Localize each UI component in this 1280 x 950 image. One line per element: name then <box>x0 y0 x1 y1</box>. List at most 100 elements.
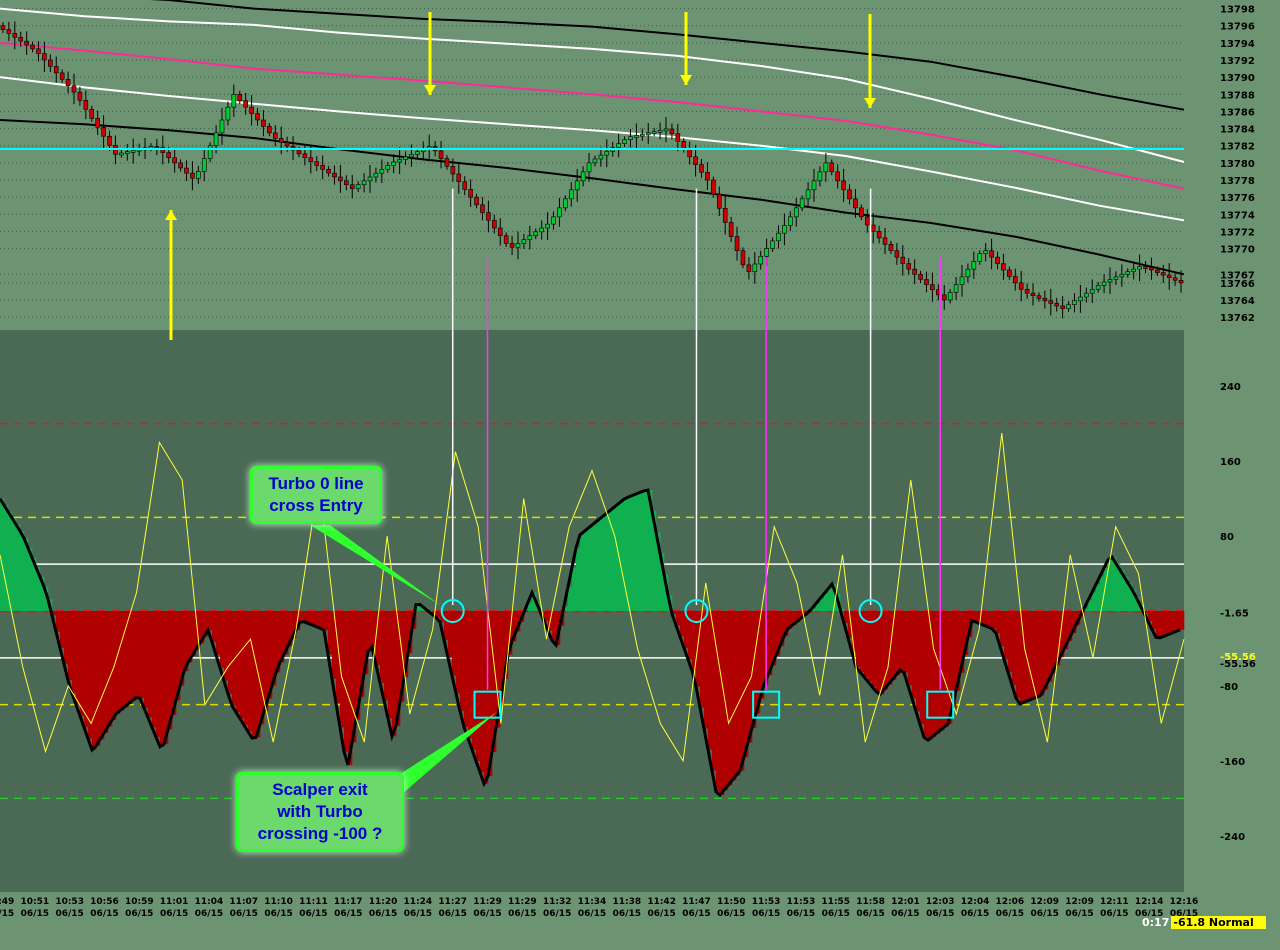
histogram-bar <box>16 524 21 611</box>
histogram-bar <box>748 611 753 743</box>
candle-body <box>604 150 610 156</box>
histogram-bar <box>744 611 749 758</box>
histogram-bar <box>188 611 193 663</box>
candle-body <box>172 157 177 164</box>
histogram-bar <box>944 611 949 728</box>
oscillator-axis: 240 160 80 -1.65 -55.56 -80 -160 -240 <box>1220 382 1256 843</box>
candle-body <box>574 180 580 191</box>
candle-body <box>592 158 598 164</box>
candle-body <box>6 29 12 34</box>
histogram-bar <box>268 611 273 699</box>
histogram-bar <box>252 611 257 739</box>
histogram-bar <box>1100 576 1105 611</box>
histogram-bar <box>776 611 781 656</box>
candle-body <box>338 176 343 182</box>
candle-body <box>42 53 47 61</box>
candle-body <box>12 33 18 38</box>
price-tick-label: 13772 <box>1220 227 1255 238</box>
candle-body <box>1042 297 1048 302</box>
candle-body <box>166 152 172 159</box>
histogram-bar <box>588 528 593 611</box>
histogram-bar <box>948 611 953 724</box>
candle-body <box>681 141 687 150</box>
date-tick-label: 06/15 <box>1065 909 1093 919</box>
histogram-bar <box>392 611 397 737</box>
histogram-bar <box>1000 611 1005 647</box>
histogram-bar <box>304 611 309 622</box>
time-tick-label: 11:24 <box>404 897 433 907</box>
candle-body <box>906 263 912 270</box>
candle-body <box>1072 300 1077 306</box>
date-tick-label: 06/15 <box>439 909 467 919</box>
candle-body <box>124 151 130 155</box>
histogram-bar <box>660 553 665 611</box>
candle-body <box>1149 267 1154 271</box>
oscillator-tick-label: 80 <box>1220 532 1234 543</box>
histogram-bar <box>784 611 789 637</box>
histogram-bar <box>528 602 533 611</box>
time-tick-label: 12:03 <box>926 897 955 907</box>
histogram-bar <box>964 611 969 655</box>
histogram-bar <box>896 611 901 675</box>
entry-circle-marker <box>684 599 709 623</box>
histogram-bar <box>860 611 865 672</box>
histogram-bar <box>316 611 321 627</box>
histogram-bar <box>976 611 981 623</box>
candle-body <box>95 117 100 128</box>
histogram-bar <box>496 611 501 728</box>
time-tick-label: 12:06 <box>996 897 1025 907</box>
candle-body <box>1101 281 1107 286</box>
candle-body <box>65 78 71 87</box>
candle-body <box>746 264 752 273</box>
candle-body <box>1119 273 1125 278</box>
histogram-bar <box>720 611 725 795</box>
histogram-bar <box>492 611 497 752</box>
histogram-bar <box>928 611 933 741</box>
date-tick-label: 06/15 <box>822 909 850 919</box>
histogram-bar <box>828 588 833 611</box>
candle-body <box>882 237 888 245</box>
histogram-bar <box>728 611 733 786</box>
histogram-bar <box>144 611 149 708</box>
candle-body <box>332 172 337 178</box>
status-left: 0:17 <box>1140 915 1172 929</box>
histogram-bar <box>36 567 41 611</box>
time-tick-label: 10:51 <box>20 897 49 907</box>
histogram-bar <box>320 611 325 629</box>
histogram-bar <box>228 611 233 694</box>
candle-body <box>201 158 207 172</box>
histogram-bar <box>92 611 97 750</box>
candle-body <box>645 132 651 136</box>
candle-body <box>1089 288 1095 294</box>
histogram-bar <box>192 611 197 657</box>
histogram-bar <box>1032 611 1037 700</box>
histogram-bar <box>844 611 849 624</box>
candle-body <box>616 143 621 148</box>
candle-body <box>847 189 852 200</box>
date-tick-label: 06/15 <box>891 909 919 919</box>
candle-body <box>184 167 189 174</box>
candle-body <box>267 126 272 134</box>
candle-body <box>675 133 681 142</box>
candle-body <box>18 36 24 42</box>
candle-body <box>1048 300 1054 304</box>
candle-body <box>598 154 604 160</box>
date-tick-label: 06/15 <box>1100 909 1128 919</box>
oscillator-tick-label: -160 <box>1220 757 1245 768</box>
date-tick-label: 06/15 <box>543 909 571 919</box>
histogram-bar <box>44 586 49 611</box>
histogram-bar <box>576 547 581 611</box>
histogram-bar <box>468 611 473 739</box>
candle-body <box>178 162 183 169</box>
time-tick-label: 11:50 <box>717 897 746 907</box>
yellow-arrow-head <box>680 75 692 85</box>
histogram-bar <box>1020 611 1025 704</box>
histogram-bar <box>300 611 305 622</box>
candle-body <box>1066 304 1071 309</box>
candle-body <box>1036 295 1042 299</box>
annotation-markers <box>440 188 955 719</box>
candle-body <box>497 227 503 237</box>
histogram-bar <box>1092 592 1097 611</box>
histogram-bar <box>124 611 129 708</box>
histogram-bar <box>232 611 237 706</box>
